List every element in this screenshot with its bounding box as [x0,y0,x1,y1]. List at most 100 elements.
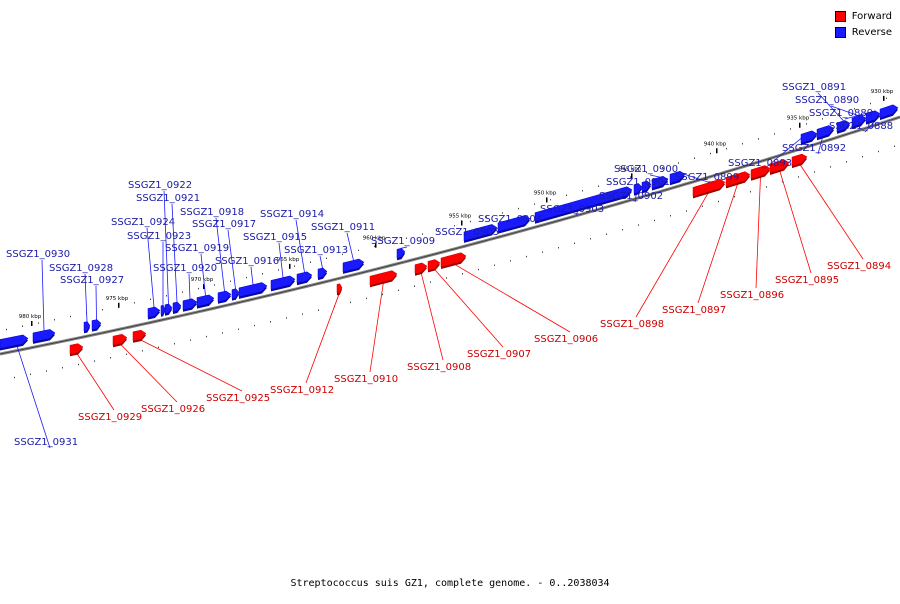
gene-arrow-ssgz1-0907[interactable] [427,259,441,271]
gene-label[interactable]: SSGZ1_0906 [534,334,598,345]
gene-arrow-ssgz1-0917[interactable] [231,288,240,299]
gene-arrow-ssgz1-0899[interactable] [669,170,686,184]
gene-label[interactable]: SSGZ1_0893 [728,158,792,169]
gene-arrow-ssgz1-0930[interactable] [32,329,56,343]
gene-arrow-ssgz1-0901[interactable] [641,180,652,192]
gene-arrow-ssgz1-0898[interactable] [692,178,726,197]
gene-label[interactable]: SSGZ1_0899 [675,172,739,183]
gene-label[interactable]: SSGZ1_0922 [128,180,192,191]
gene-arrow-ssgz1-0919[interactable] [196,294,215,307]
gene-arrow-ssgz1-0918[interactable] [217,290,232,303]
forward-swatch [834,10,846,22]
gene-label[interactable]: SSGZ1_0901 [606,177,670,188]
gene-arrow-ssgz1-0915[interactable] [270,275,296,290]
gene-leader-line [697,182,739,304]
gene-arrow-ssgz1-0931[interactable] [0,334,29,349]
gene-leader-line [250,266,254,285]
gene-arrow-ssgz1-0889[interactable] [865,110,881,123]
gene-label[interactable]: SSGZ1_0923 [127,231,191,242]
gene-arrow-ssgz1-0912[interactable] [336,283,343,294]
gene-arrow-ssgz1-0895[interactable] [769,159,790,174]
gene-arrow-ssgz1-0916[interactable] [238,282,268,298]
gene-label[interactable]: SSGZ1_0891 [782,82,846,93]
gene-arrow-ssgz1-0890[interactable] [851,114,867,128]
gene-label[interactable]: SSGZ1_0915 [243,232,307,243]
gene-arrow-ssgz1-0896[interactable] [750,165,771,180]
minor-tick [374,245,375,248]
gene-arrow-ssgz1-0920[interactable] [182,298,198,311]
gene-arrow-ssgz1-0893[interactable] [800,130,818,144]
gene-label[interactable]: SSGZ1_0929 [78,412,142,423]
gene-label[interactable]: SSGZ1_0925 [206,393,270,404]
gene-label[interactable]: SSGZ1_0917 [192,219,256,230]
gene-label[interactable]: SSGZ1_0914 [260,209,324,220]
gene-label[interactable]: SSGZ1_0921 [136,193,200,204]
gene-label[interactable]: SSGZ1_0930 [6,249,70,260]
gene-label[interactable]: SSGZ1_0918 [180,207,244,218]
gene-label[interactable]: SSGZ1_0916 [215,256,279,267]
minor-tick [782,181,783,183]
minor-tick [206,335,207,338]
gene-arrow-ssgz1-0902[interactable] [633,183,643,195]
gene-arrow-ssgz1-0925[interactable] [132,329,147,342]
gene-arrow-ssgz1-0911[interactable] [342,258,365,273]
gene-label[interactable]: SSGZ1_0895 [775,275,839,286]
gene-label[interactable]: SSGZ1_0907 [467,349,531,360]
gene-label[interactable]: SSGZ1_0912 [270,385,334,396]
minor-tick [862,155,863,158]
gene-arrow-ssgz1-0891[interactable] [836,120,851,133]
gene-label[interactable]: SSGZ1_0924 [111,217,175,228]
gene-label[interactable]: SSGZ1_0905 [435,227,499,238]
gene-label[interactable]: SSGZ1_0904 [478,214,542,225]
gene-label[interactable]: SSGZ1_0926 [141,404,205,415]
minor-tick [630,176,631,178]
gene-label[interactable]: SSGZ1_0888 [829,121,893,132]
gene-arrow-ssgz1-0913[interactable] [317,267,328,279]
gene-arrow-ssgz1-0903[interactable] [534,186,633,223]
gene-arrow-ssgz1-0904[interactable] [497,215,531,233]
gene-arrow-ssgz1-0905[interactable] [463,224,498,242]
gene-label[interactable]: SSGZ1_0928 [49,263,113,274]
gene-arrow-ssgz1-0929[interactable] [69,343,84,355]
gene-label[interactable]: SSGZ1_0892 [782,143,846,154]
gene-arrow-ssgz1-0923[interactable] [160,304,166,316]
gene-label[interactable]: SSGZ1_0902 [599,191,663,202]
gene-label[interactable]: SSGZ1_0903 [540,204,604,215]
gene-label[interactable]: SSGZ1_0919 [165,243,229,254]
gene-arrow-ssgz1-0926[interactable] [112,333,128,346]
gene-arrow-ssgz1-0924[interactable] [147,306,161,318]
gene-arrow-ssgz1-0906[interactable] [440,252,467,268]
gene-arrow-ssgz1-0921[interactable] [172,301,182,313]
minor-tick [166,295,167,297]
gene-arrow-ssgz1-0892[interactable] [816,125,835,139]
gene-label[interactable]: SSGZ1_0890 [795,95,859,106]
gene-label[interactable]: SSGZ1_0900 [614,164,678,175]
gene-label[interactable]: SSGZ1_0927 [60,275,124,286]
gene-arrow-ssgz1-0928[interactable] [83,321,91,332]
gene-arrow-ssgz1-0894[interactable] [791,153,808,167]
gene-arrow-ssgz1-0900[interactable] [651,175,669,189]
gene-label[interactable]: SSGZ1_0908 [407,362,471,373]
gene-label[interactable]: SSGZ1_0889 [809,108,873,119]
minor-tick [238,328,239,330]
gene-label[interactable]: SSGZ1_0894 [827,261,891,272]
gene-label[interactable]: SSGZ1_0920 [153,263,217,274]
gene-label[interactable]: SSGZ1_0897 [662,305,726,316]
gene-arrow-ssgz1-0927[interactable] [91,319,102,330]
gene-arrow-ssgz1-0910[interactable] [369,270,398,286]
gene-arrow-ssgz1-0908[interactable] [414,262,428,275]
gene-label[interactable]: SSGZ1_0896 [720,290,784,301]
gene-leader-line [369,281,384,373]
gene-label[interactable]: SSGZ1_0898 [600,319,664,330]
gene-label[interactable]: SSGZ1_0913 [284,245,348,256]
gene-label[interactable]: SSGZ1_0909 [371,236,435,247]
gene-arrow-ssgz1-0914[interactable] [296,271,313,284]
gene-label[interactable]: SSGZ1_0911 [311,222,375,233]
gene-label[interactable]: SSGZ1_0931 [14,437,78,448]
gene-arrow-ssgz1-0888[interactable] [879,104,899,119]
minor-tick [734,195,735,198]
gene-label[interactable]: SSGZ1_0910 [334,374,398,385]
gene-arrow-ssgz1-0909[interactable] [396,247,406,259]
gene-arrow-ssgz1-0922[interactable] [164,303,173,315]
gene-arrow-ssgz1-0897[interactable] [725,171,751,187]
